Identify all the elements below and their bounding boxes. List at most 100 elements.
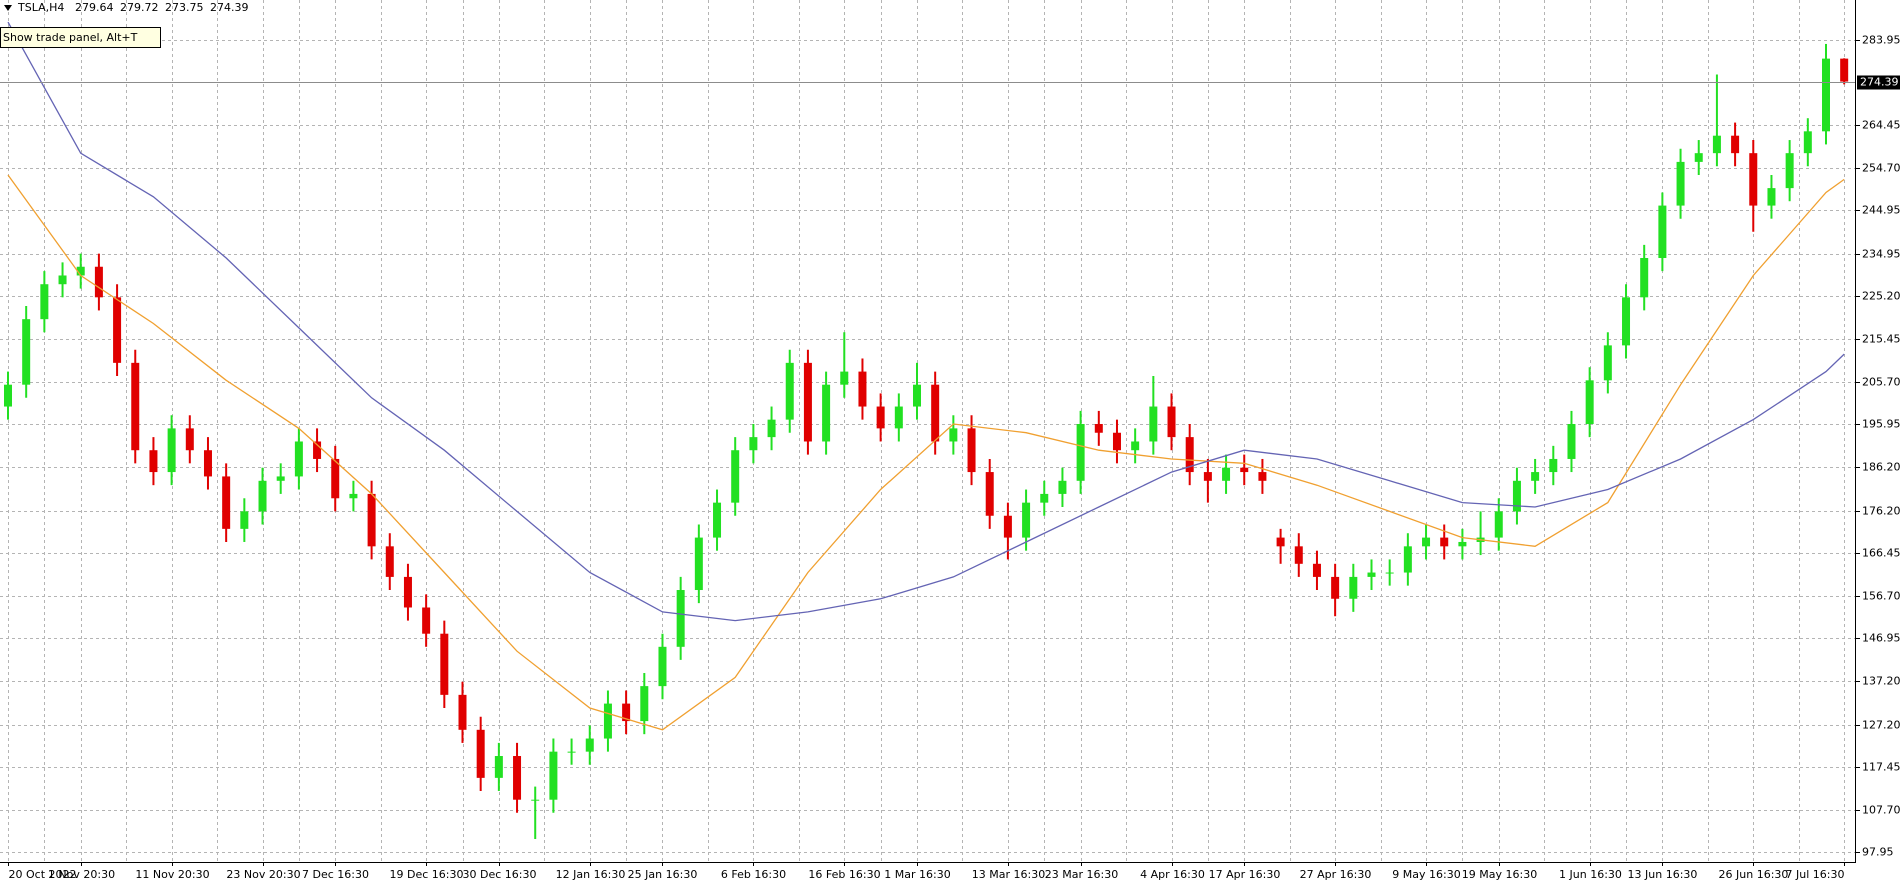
candle-body [113, 297, 121, 363]
candle-body [1458, 542, 1466, 546]
x-tick-label: 30 Dec 16:30 [463, 868, 537, 881]
candle-body [804, 363, 812, 442]
candle-body [786, 363, 794, 420]
y-tick-label: 166.45 [1862, 547, 1900, 560]
candle-body [931, 385, 939, 442]
candle-body [1168, 407, 1176, 438]
tooltip: Show trade panel, Alt+T [3, 31, 138, 44]
candle-body [731, 450, 739, 502]
symbol: TSLA,H4 [17, 1, 64, 14]
candle-body [1440, 538, 1448, 547]
candle-body [440, 634, 448, 695]
candle-body [531, 800, 539, 801]
candle-body [1731, 136, 1739, 153]
candle-body [386, 546, 394, 577]
candle-body [404, 577, 412, 608]
candle-body [422, 607, 430, 633]
candle-body [586, 739, 594, 752]
candle-body [149, 450, 157, 472]
candle-body [749, 437, 757, 450]
x-tick-label: 19 May 16:30 [1462, 868, 1537, 881]
candle-body [277, 476, 285, 480]
candle-body [495, 756, 503, 778]
y-tick-label: 146.95 [1862, 632, 1900, 645]
candle-body [1095, 424, 1103, 433]
y-tick-label: 97.95 [1862, 846, 1894, 859]
y-tick-label: 234.95 [1862, 248, 1900, 261]
candle-body [1695, 153, 1703, 162]
x-tick-label: 7 Dec 16:30 [302, 868, 369, 881]
x-tick-label: 19 Dec 16:30 [390, 868, 464, 881]
x-tick-label: 13 Mar 16:30 [972, 868, 1045, 881]
x-tick-label: 12 Jan 16:30 [556, 868, 626, 881]
candle-body [1131, 441, 1139, 450]
y-tick-label: 156.70 [1862, 590, 1900, 603]
candle-body [1149, 407, 1157, 442]
candle-body [1240, 468, 1248, 472]
candle-body [568, 752, 576, 753]
candle-body [1022, 503, 1030, 538]
candle-body [295, 441, 303, 476]
last-open: 279.64 [75, 1, 114, 14]
candle-body [259, 481, 267, 512]
candle-body [1604, 345, 1612, 380]
candle-body [604, 704, 612, 739]
y-tick-label: 195.95 [1862, 418, 1900, 431]
candle-body [40, 284, 48, 319]
x-tick-label: 9 May 16:30 [1392, 868, 1460, 881]
candle-body [1331, 577, 1339, 599]
candle-body [1804, 131, 1812, 153]
x-tick-label: 17 Apr 16:30 [1209, 868, 1281, 881]
candle-body [1113, 433, 1121, 450]
x-tick-label: 1 Jun 16:30 [1559, 868, 1622, 881]
x-tick-label: 13 Jun 16:30 [1628, 868, 1698, 881]
y-tick-label: 283.95 [1862, 34, 1900, 47]
candle-body [513, 756, 521, 800]
candle-body [331, 459, 339, 498]
x-tick-label: 16 Feb 16:30 [808, 868, 880, 881]
candle-body [695, 538, 703, 590]
candle-body [1404, 546, 1412, 572]
last-high: 279.72 [120, 1, 159, 14]
candle-body [1513, 481, 1521, 512]
y-tick-label: 264.45 [1862, 119, 1900, 132]
candle-body [1749, 153, 1757, 205]
y-tick-label: 137.20 [1862, 675, 1900, 688]
y-tick-label: 186.20 [1862, 461, 1900, 474]
y-tick-label: 254.70 [1862, 162, 1900, 175]
x-tick-label: 11 Nov 20:30 [135, 868, 209, 881]
last-low: 273.75 [165, 1, 204, 14]
candle-body [477, 730, 485, 778]
candle-body [186, 428, 194, 450]
candle-body [1295, 546, 1303, 563]
candle-body [1422, 538, 1430, 547]
candle-body [168, 428, 176, 472]
y-tick-label: 107.70 [1862, 804, 1900, 817]
candle-body [240, 511, 248, 528]
candle-body [768, 420, 776, 437]
candle-body [713, 503, 721, 538]
candle-body [1058, 481, 1066, 494]
x-tick-label: 23 Nov 20:30 [226, 868, 300, 881]
candle-body [1622, 297, 1630, 345]
candle-body [368, 494, 376, 546]
candle-body [1840, 59, 1848, 82]
candle-body [1549, 459, 1557, 472]
candle-body [986, 472, 994, 516]
candle-body [1313, 564, 1321, 577]
candle-body [968, 428, 976, 472]
y-tick-label: 127.20 [1862, 719, 1900, 732]
candle-body [949, 428, 957, 441]
x-tick-label: 6 Feb 16:30 [721, 868, 786, 881]
candle-body [1277, 538, 1285, 547]
candle-body [4, 385, 12, 407]
y-tick-label: 176.20 [1862, 505, 1900, 518]
candle-body [840, 372, 848, 385]
candle-body [895, 407, 903, 429]
candle-body [1567, 424, 1575, 459]
candle-body [204, 450, 212, 476]
candle-body [1204, 472, 1212, 481]
candle-body [1495, 511, 1503, 537]
